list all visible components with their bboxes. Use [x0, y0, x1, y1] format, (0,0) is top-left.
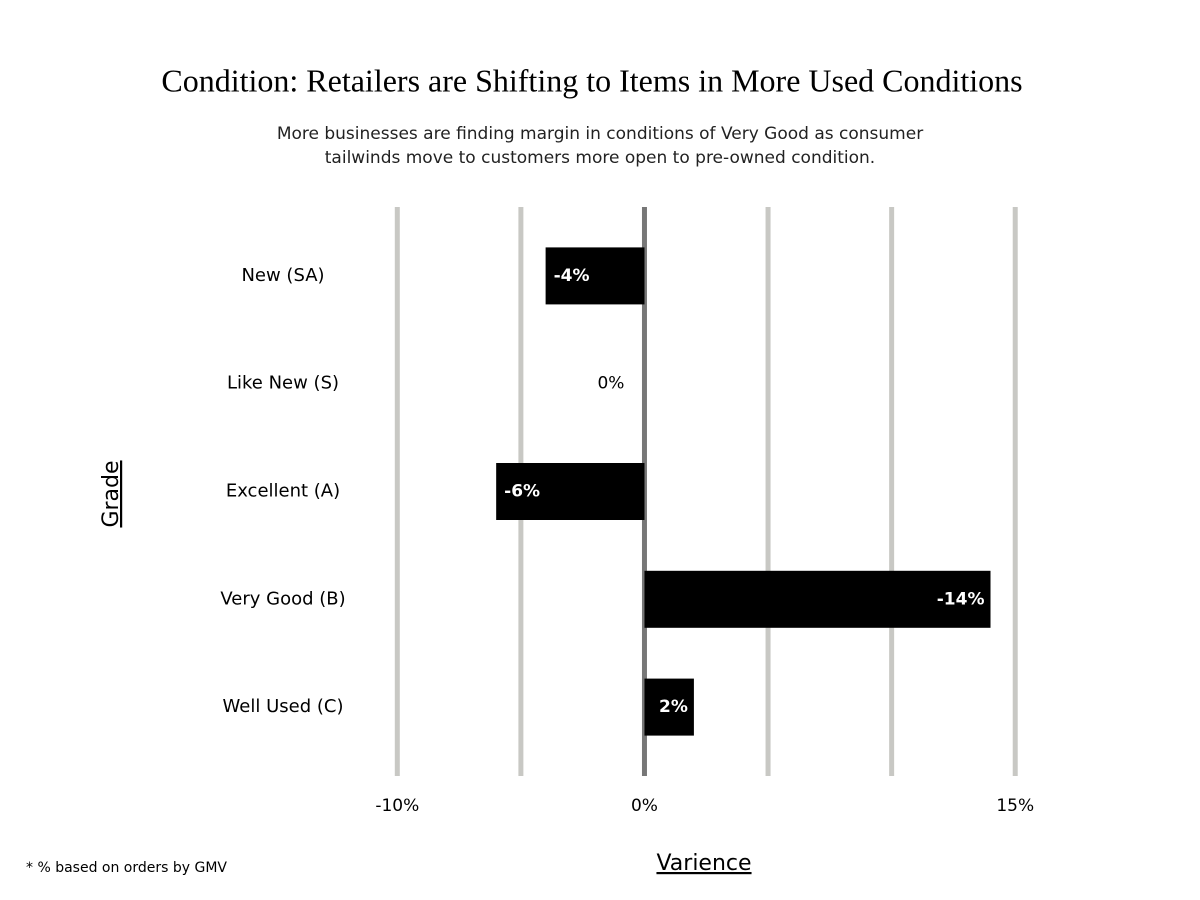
y-tick-label: Very Good (B): [220, 588, 345, 609]
x-axis-label: Varience: [656, 851, 751, 876]
chart-title: Condition: Retailers are Shifting to Ite…: [161, 62, 1022, 98]
subtitle-line: More businesses are finding margin in co…: [277, 124, 923, 144]
x-tick-label: -10%: [375, 796, 419, 816]
bar: [545, 247, 645, 305]
value-label: -6%: [504, 482, 540, 502]
y-tick-label: New (SA): [241, 265, 324, 286]
bar: [496, 463, 645, 520]
footnote: * % based on orders by GMV: [26, 860, 227, 876]
x-tick-label: 0%: [631, 796, 658, 816]
value-label: 2%: [659, 697, 688, 717]
x-tick-label: 15%: [996, 796, 1034, 816]
value-label: -14%: [937, 589, 985, 609]
y-tick-label: Well Used (C): [223, 696, 344, 717]
subtitle-line: tailwinds move to customers more open to…: [325, 148, 875, 168]
y-tick-label: Excellent (A): [226, 481, 340, 502]
y-tick-label: Like New (S): [227, 373, 339, 394]
y-axis-label: Grade: [99, 460, 124, 527]
value-label: 0%: [597, 374, 624, 394]
bar: [644, 570, 991, 628]
bar: [644, 678, 694, 736]
value-label: -4%: [554, 266, 590, 286]
